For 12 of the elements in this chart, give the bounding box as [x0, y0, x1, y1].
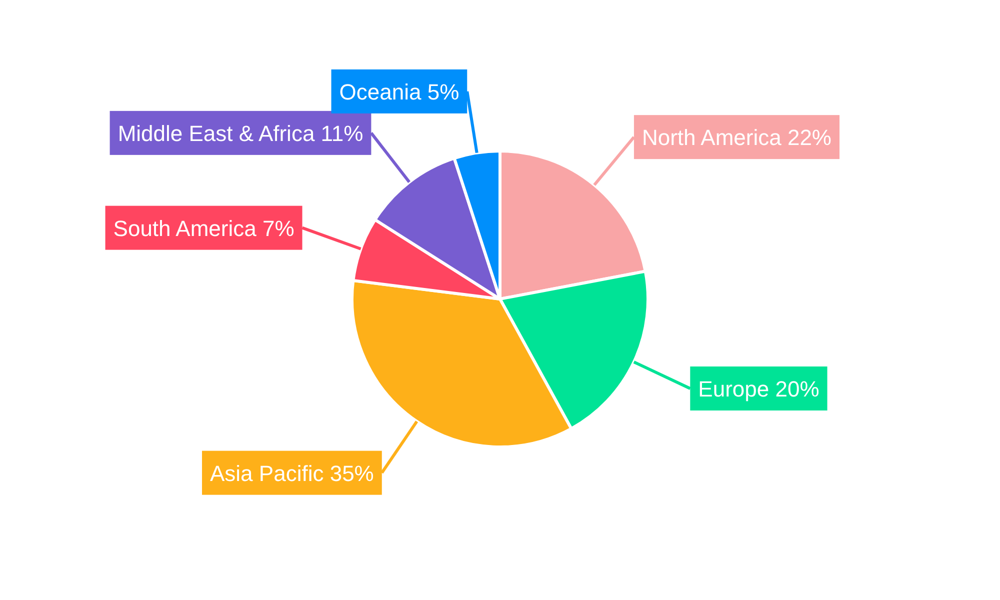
data-label: 35% — [330, 460, 374, 486]
slice-label: Middle East & Africa — [118, 120, 321, 146]
data-label: 7% — [262, 215, 294, 240]
data-label: 20% — [775, 376, 820, 401]
slice-label: North America — [642, 124, 788, 150]
slice-label: Europe — [698, 376, 776, 401]
data-label: 11% — [320, 120, 364, 146]
slice-label: Oceania — [339, 78, 428, 104]
data-label: 5% — [427, 78, 460, 104]
data-label: 22% — [787, 124, 832, 150]
slice-label: South America — [113, 215, 262, 240]
slice-label: Asia Pacific — [210, 460, 330, 486]
